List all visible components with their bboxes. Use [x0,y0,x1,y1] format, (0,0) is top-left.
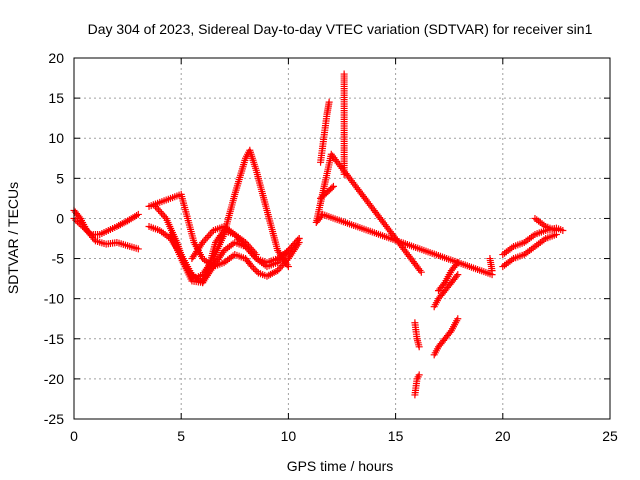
data-point-marker [245,242,253,250]
data-point-marker [284,263,292,271]
data-point-marker [488,271,496,279]
plot-frame [73,57,611,420]
data-point-marker [329,182,337,190]
x-tick-label: 25 [602,428,618,444]
x-tick-label: 15 [388,428,404,444]
y-tick-label: 10 [48,130,64,146]
y-tick-label: 0 [56,210,64,226]
data-point-marker [253,267,261,275]
y-tick-label: -25 [44,411,64,427]
data-point-marker [79,222,87,230]
data-point-marker [454,271,462,279]
data-point-marker [286,245,294,253]
data-point-marker [206,230,214,238]
data-point-marker [251,266,259,274]
data-point-marker [249,247,257,255]
y-tick-label: -10 [44,291,64,307]
data-point-marker [252,251,260,259]
data-point-marker [446,328,454,336]
y-tick-label: 20 [48,50,64,66]
data-point-marker [559,226,567,234]
data-point-marker [275,265,283,273]
data-point-marker [287,243,295,251]
data-point-marker [208,228,216,236]
data-point-marker [85,229,93,237]
x-axis-label: GPS time / hours [287,458,394,474]
data-point-marker [289,241,297,249]
data-point-marker [454,315,462,323]
data-point-marker [82,226,90,234]
data-point-marker [242,239,250,247]
chart-title: Day 304 of 2023, Sidereal Day-to-day VTE… [88,21,593,37]
data-point-marker [294,236,302,244]
data-point-marker [291,240,299,248]
data-point-marker [415,371,423,379]
data-point-marker [200,237,208,245]
data-point-marker [156,208,164,216]
data-point-marker [151,202,159,210]
data-point-marker [73,218,81,226]
x-tick-label: 10 [281,428,297,444]
y-tick-label: 5 [56,170,64,186]
data-point-marker [202,235,210,243]
data-point-marker [159,211,167,219]
data-point-marker [251,249,259,257]
data-point-marker [248,263,256,271]
data-point-marker [134,245,142,253]
data-point-marker [77,221,85,229]
data-point-marker [325,98,333,106]
data-point-marker [153,204,161,212]
grid-lines [74,58,610,419]
data-point-marker [274,267,282,275]
y-tick-label: -15 [44,331,64,347]
y-axis-label: SDTVAR / TECUs [5,182,21,294]
data-point-marker [295,235,303,242]
data-point-marker [75,213,83,221]
data-point-marker [440,280,448,288]
data-point-marker [134,210,142,218]
data-point-marker [328,184,336,192]
data-point-marker [250,264,258,272]
data-point-marker [158,209,166,217]
data-point-marker [199,239,207,247]
x-tick-label: 0 [70,428,78,444]
data-point-marker [205,232,213,240]
data-point-marker [84,227,92,235]
data-point-marker [552,226,560,234]
data-points [70,70,567,399]
data-point-marker [277,263,285,271]
data-point-marker [246,244,254,252]
y-tick-label: 15 [48,90,64,106]
x-tick-label: 5 [177,428,185,444]
data-point-marker [292,238,300,246]
data-point-marker [278,261,286,269]
data-point-marker [452,272,460,280]
data-point-marker [161,213,169,221]
y-tick-label: -5 [52,251,65,267]
data-point-marker [284,247,292,255]
x-tick-label: 20 [495,428,511,444]
data-point-marker [80,224,88,232]
data-point-marker [155,206,163,214]
data-point-marker [248,245,256,253]
data-point-marker [72,216,80,224]
data-point-marker [203,233,211,241]
y-tick-label: -20 [44,371,64,387]
data-point-marker [243,240,251,248]
data-point-marker [415,343,423,351]
data-point-marker [75,219,83,227]
